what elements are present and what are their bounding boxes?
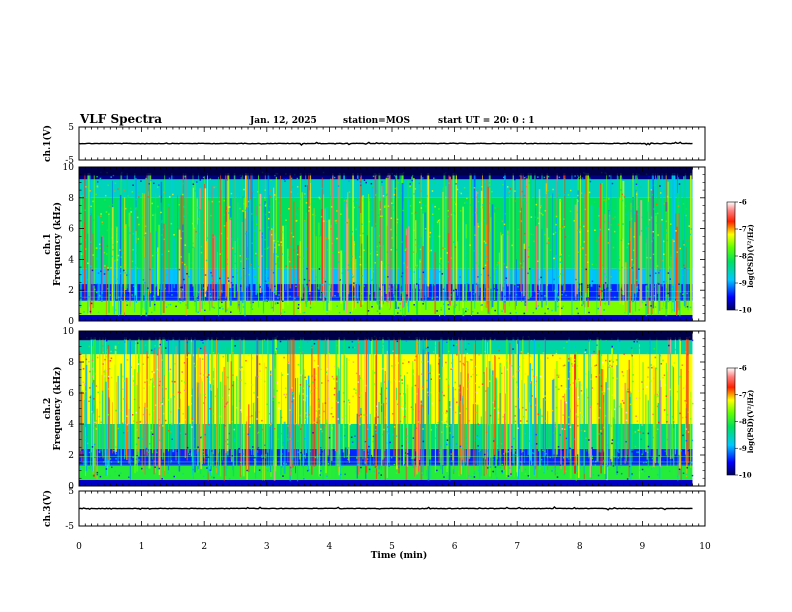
x-tick-label: 10 (699, 542, 711, 552)
colorbar-label: log(PSD)(V²/Hz) (746, 390, 755, 454)
x-tick-label: 0 (76, 542, 82, 552)
x-tick-label: 8 (577, 542, 583, 552)
colorbar-scale (726, 201, 736, 311)
colorbar-tick-label: -9 (739, 444, 747, 453)
header-date: Jan. 12, 2025 (249, 116, 317, 126)
y-axis-label: ch.1 (43, 233, 53, 254)
y-tick-label: 4 (68, 420, 74, 430)
ch1-spectrogram-panel: 0 2 4 6 8 10 ch.1 Frequency (kHz) (43, 163, 706, 327)
y-tick-label: -5 (65, 156, 74, 166)
y-axis-label: ch.3(V) (42, 490, 53, 527)
y-tick-label: 8 (68, 194, 74, 204)
y-tick-label: 10 (63, 327, 75, 337)
spectrogram-speckle (79, 335, 694, 480)
y-tick-label: 6 (68, 389, 74, 399)
y-tick-label: -5 (65, 522, 74, 532)
colorbar-tick-label: -10 (739, 306, 752, 315)
top-cutoff-band (79, 167, 693, 176)
y-tick-label: 0 (68, 482, 74, 492)
spectrogram-band (79, 479, 693, 486)
header-start-ut: start UT = 20: 0 : 1 (438, 116, 535, 126)
colorbar-tick-label: -7 (739, 225, 747, 234)
waveform-trace (78, 141, 693, 146)
y-axis-label: ch.1(V) (42, 125, 53, 162)
x-tick-label: 9 (640, 542, 646, 552)
ch2-spectrogram-panel: 0 2 4 6 8 10 ch.2 Frequency (kHz) (43, 327, 706, 492)
y-tick-label: 10 (63, 163, 75, 173)
y-tick-label: 6 (68, 225, 74, 235)
y-tick-label: 5 (68, 487, 74, 497)
y-axis-label: Frequency (kHz) (52, 202, 63, 286)
x-tick-label: 7 (514, 542, 520, 552)
x-tick-label: 1 (139, 542, 145, 552)
spectrogram-band (79, 314, 693, 321)
y-tick-label: 4 (68, 255, 74, 265)
waveform-trace (78, 506, 693, 511)
y-tick-label: 0 (68, 317, 74, 327)
x-tick-label: 2 (201, 542, 207, 552)
x-tick-label: 6 (452, 542, 458, 552)
colorbar-label: log(PSD)(V²/Hz) (746, 224, 755, 288)
ch2-colorbar: -6 -7 -8 -9 -10 log(PSD)(V²/Hz) (726, 364, 755, 480)
ch1-waveform-panel: 5 -5 ch.1(V) (42, 123, 706, 166)
x-axis-label: Time (min) (371, 550, 428, 561)
y-tick-label: 5 (68, 123, 74, 133)
ch1-colorbar: -6 -7 -8 -9 -10 log(PSD)(V²/Hz) (726, 198, 755, 315)
y-axis-label: Frequency (kHz) (52, 366, 63, 450)
colorbar-tick-label: -6 (739, 198, 747, 207)
colorbar-tick-label: -8 (739, 417, 747, 426)
spectrogram-band (79, 300, 693, 315)
top-cutoff-band (79, 331, 693, 340)
y-tick-label: 8 (68, 358, 74, 368)
x-tick-label: 4 (327, 542, 333, 552)
x-tick-label: 5 (389, 542, 395, 552)
colorbar-tick-label: -6 (739, 364, 747, 373)
y-tick-label: 2 (68, 286, 74, 296)
colorbar-tick-label: -7 (739, 390, 747, 399)
time-axis: 0 1 2 3 4 5 6 7 8 9 10 (76, 542, 711, 552)
colorbar-tick-label: -10 (739, 471, 752, 480)
y-tick-label: 2 (68, 451, 74, 461)
ch3-waveform-panel: 5 -5 ch.3(V) (42, 487, 706, 532)
x-tick-label: 3 (264, 542, 270, 552)
header-station: station=MOS (343, 116, 410, 126)
colorbar-scale (726, 367, 736, 476)
colorbar-tick-label: -9 (739, 279, 747, 288)
y-axis-label: ch.2 (43, 398, 53, 419)
colorbar-tick-label: -8 (739, 252, 747, 261)
figure-title: VLF Spectra (79, 112, 162, 126)
